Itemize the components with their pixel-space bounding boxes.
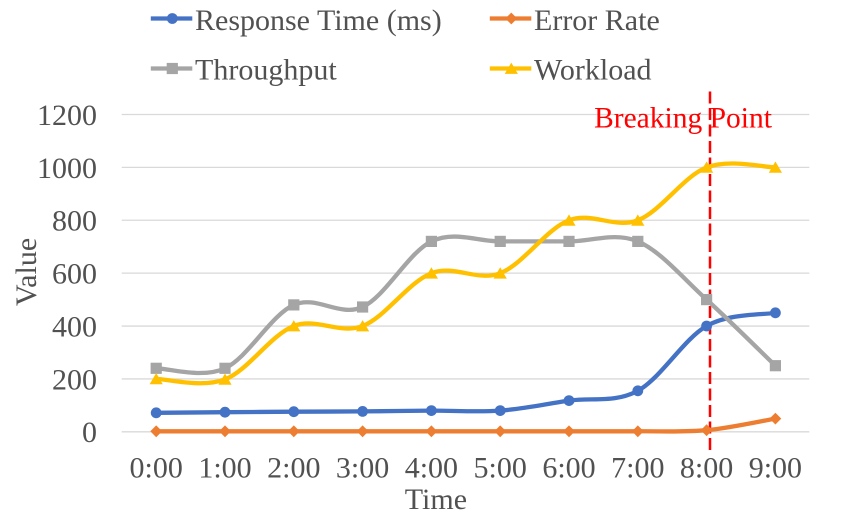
svg-text:Throughput: Throughput bbox=[195, 53, 337, 86]
svg-text:Workload: Workload bbox=[534, 53, 652, 86]
svg-text:0:00: 0:00 bbox=[130, 452, 183, 485]
svg-text:Response Time (ms): Response Time (ms) bbox=[195, 4, 442, 37]
svg-text:2:00: 2:00 bbox=[267, 452, 320, 485]
svg-text:1000: 1000 bbox=[37, 152, 97, 185]
svg-text:Breaking Point: Breaking Point bbox=[594, 103, 773, 135]
svg-text:200: 200 bbox=[52, 363, 97, 396]
svg-text:Time: Time bbox=[405, 483, 467, 515]
svg-text:400: 400 bbox=[52, 310, 97, 343]
svg-text:Value: Value bbox=[10, 238, 43, 306]
svg-text:0: 0 bbox=[82, 416, 97, 449]
svg-text:6:00: 6:00 bbox=[542, 452, 595, 485]
svg-text:600: 600 bbox=[52, 258, 97, 291]
svg-text:1:00: 1:00 bbox=[198, 452, 251, 485]
svg-text:4:00: 4:00 bbox=[405, 452, 458, 485]
svg-text:1200: 1200 bbox=[37, 99, 97, 132]
svg-text:3:00: 3:00 bbox=[336, 452, 389, 485]
svg-text:9:00: 9:00 bbox=[749, 452, 802, 485]
svg-text:800: 800 bbox=[52, 205, 97, 238]
svg-text:7:00: 7:00 bbox=[611, 452, 664, 485]
svg-text:5:00: 5:00 bbox=[474, 452, 527, 485]
svg-text:Error Rate: Error Rate bbox=[534, 4, 660, 37]
svg-text:8:00: 8:00 bbox=[680, 452, 733, 485]
